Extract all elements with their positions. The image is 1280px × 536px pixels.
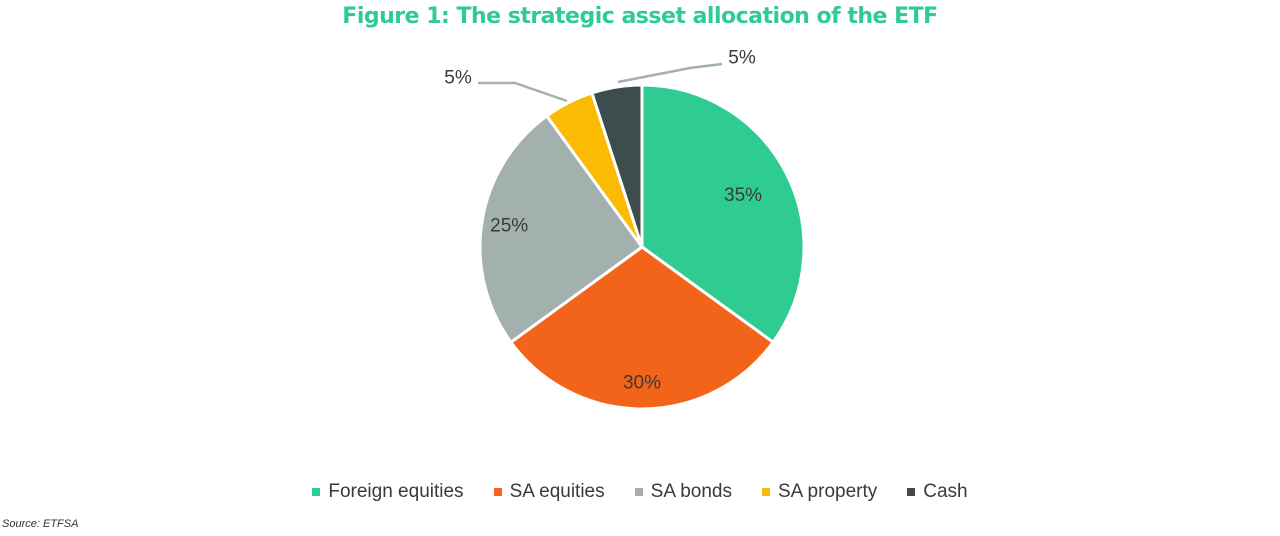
leader-line-cash [617,62,723,84]
legend: Foreign equities SA equities SA bonds SA pr… [0,481,1280,503]
legend-swatch-sa-equities [493,488,502,496]
slice-label-sa-property: 5% [444,68,472,89]
slice-sa-equities [509,245,775,411]
legend-label-foreign-equities: Foreign equities [328,481,464,502]
pie-slices [478,83,806,411]
slice-sa-bonds [478,114,644,344]
slice-labels: 35% 30% 25% 5% 5% [444,48,762,394]
legend-item-sa-property: SA property [761,481,878,503]
slice-label-cash: 5% [728,48,756,69]
legend-item-cash: Cash [907,481,968,503]
legend-item-foreign-equities: Foreign equities [312,481,464,503]
legend-swatch-foreign-equities [312,488,321,496]
legend-item-sa-bonds: SA bonds [634,481,732,503]
slice-label-sa-bonds: 25% [490,215,528,236]
slice-label-sa-equities: 30% [623,373,661,394]
legend-item-sa-equities: SA equities [493,481,605,503]
legend-label-sa-bonds: SA bonds [650,481,732,502]
legend-swatch-sa-property [761,488,770,496]
legend-label-cash: Cash [923,481,968,502]
slice-foreign-equities [640,83,806,344]
legend-swatch-cash [907,488,916,496]
legend-label-sa-equities: SA equities [509,481,605,502]
legend-swatch-sa-bonds [634,488,643,496]
source-note: Source: ETFSA [2,518,79,530]
chart-title: Figure 1: The strategic asset allocation… [342,4,938,29]
slice-cash [590,83,644,249]
legend-label-sa-property: SA property [777,481,878,502]
slice-label-foreign-equities: 35% [724,185,762,206]
leader-lines [478,62,723,103]
leader-line-sa-property [478,81,568,103]
